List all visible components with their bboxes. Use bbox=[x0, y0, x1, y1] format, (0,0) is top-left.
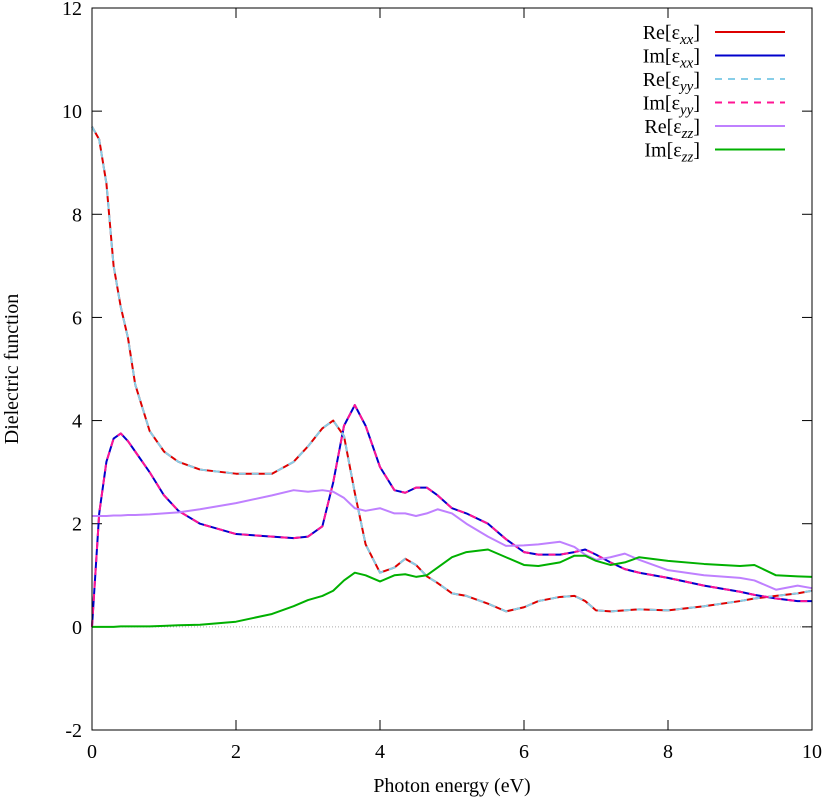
y-axis-label: Dielectric function bbox=[1, 294, 23, 445]
x-tick-label: 2 bbox=[231, 741, 241, 763]
legend-label: Re[εxx] bbox=[643, 22, 700, 48]
series-line bbox=[91, 404, 812, 627]
y-tick-label: 4 bbox=[72, 411, 82, 433]
series-line bbox=[92, 548, 813, 628]
x-tick-label: 6 bbox=[519, 741, 529, 763]
x-tick-label: 8 bbox=[663, 741, 673, 763]
legend-label: Im[εyy] bbox=[643, 93, 700, 119]
y-tick-label: 12 bbox=[62, 0, 82, 20]
x-axis-label: Photon energy (eV) bbox=[373, 775, 530, 797]
y-tick-label: 6 bbox=[72, 307, 82, 329]
series-line bbox=[91, 126, 813, 613]
y-tick-label: 10 bbox=[62, 101, 82, 123]
series-line bbox=[92, 489, 813, 591]
legend-label: Re[εzz] bbox=[644, 116, 700, 142]
y-tick-label: 2 bbox=[72, 514, 82, 536]
series-line bbox=[91, 126, 813, 613]
legend-label: Re[εyy] bbox=[643, 69, 700, 95]
x-tick-label: 10 bbox=[802, 741, 822, 763]
y-tick-label: -2 bbox=[65, 720, 82, 742]
plot-frame bbox=[91, 7, 813, 731]
legend-label: Im[εxx] bbox=[643, 46, 700, 72]
x-tick-label: 0 bbox=[87, 741, 97, 763]
legend-label: Im[εzz] bbox=[644, 140, 700, 166]
x-tick-label: 4 bbox=[375, 741, 385, 763]
y-tick-label: 0 bbox=[72, 617, 82, 639]
y-tick-label: 8 bbox=[72, 204, 82, 226]
